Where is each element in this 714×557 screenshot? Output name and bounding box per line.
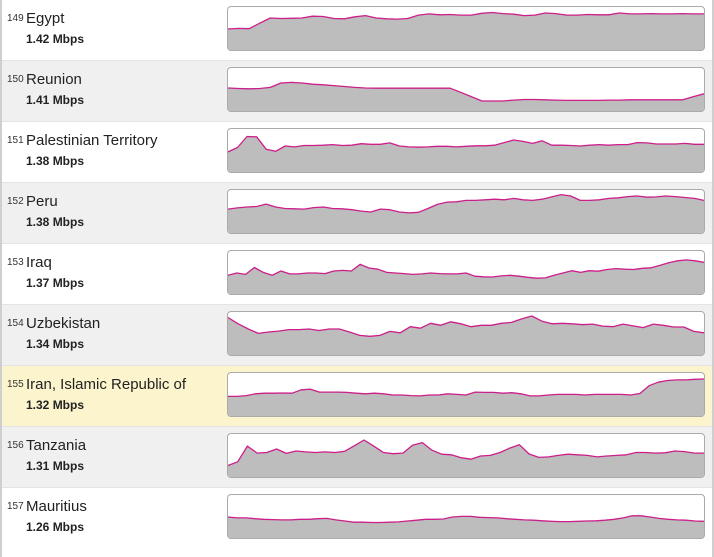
sparkline-line	[228, 11, 704, 30]
speed-value: 1.31 Mbps	[26, 459, 85, 473]
country-name: Uzbekistan	[26, 315, 101, 332]
speed-sparkline	[227, 6, 705, 51]
country-row[interactable]: 154 Uzbekistan 1.34 Mbps	[0, 304, 714, 365]
speed-value: 1.38 Mbps	[26, 154, 85, 168]
speed-sparkline	[227, 250, 705, 295]
country-name: Palestinian Territory	[26, 132, 158, 149]
sparkline-area	[228, 82, 704, 111]
speed-sparkline	[227, 128, 705, 173]
sparkline-area	[228, 379, 704, 416]
country-name: Egypt	[26, 10, 65, 27]
sparkline-line	[228, 315, 704, 337]
rank-number: 151	[7, 135, 24, 146]
rank-number: 156	[7, 440, 24, 451]
sparkline-line	[228, 193, 704, 214]
country-name: Iran, Islamic Republic of	[26, 376, 187, 393]
sparkline-area	[228, 12, 704, 50]
country-name: Reunion	[26, 71, 82, 88]
sparkline-line	[228, 378, 704, 398]
speed-value: 1.42 Mbps	[26, 32, 85, 46]
sparkline-line	[228, 515, 704, 524]
speed-value: 1.38 Mbps	[26, 215, 85, 229]
speed-sparkline	[227, 67, 705, 112]
speed-sparkline	[227, 494, 705, 539]
left-frame-edge	[0, 0, 2, 557]
sparkline-area	[228, 316, 704, 355]
speed-sparkline	[227, 433, 705, 478]
sparkline-line	[228, 81, 704, 102]
country-name: Iraq	[26, 254, 52, 271]
rank-number: 150	[7, 74, 24, 85]
speed-value: 1.34 Mbps	[26, 337, 85, 351]
sparkline-area	[228, 259, 704, 294]
sparkline-line	[228, 259, 704, 279]
country-name: Peru	[26, 193, 58, 210]
sparkline-line	[228, 439, 704, 467]
country-name: Mauritius	[26, 498, 87, 515]
rank-number: 155	[7, 379, 24, 390]
speed-sparkline	[227, 189, 705, 234]
right-frame-edge	[712, 0, 714, 557]
sparkline-area	[228, 194, 704, 233]
country-row[interactable]: 153 Iraq 1.37 Mbps	[0, 243, 714, 304]
rank-number: 149	[7, 13, 24, 24]
speed-sparkline	[227, 311, 705, 356]
country-row[interactable]: 157 Mauritius 1.26 Mbps	[0, 487, 714, 548]
country-row[interactable]: 151 Palestinian Territory 1.38 Mbps	[0, 121, 714, 182]
country-row[interactable]: 155 Iran, Islamic Republic of 1.32 Mbps	[0, 365, 714, 426]
sparkline-area	[228, 136, 704, 172]
speed-sparkline	[227, 372, 705, 417]
country-row[interactable]: 152 Peru 1.38 Mbps	[0, 182, 714, 243]
country-name: Tanzania	[26, 437, 87, 454]
rank-number: 157	[7, 501, 24, 512]
speed-value: 1.26 Mbps	[26, 520, 85, 534]
speed-value: 1.37 Mbps	[26, 276, 85, 290]
country-row[interactable]: 156 Tanzania 1.31 Mbps	[0, 426, 714, 487]
speed-value: 1.41 Mbps	[26, 93, 85, 107]
country-row[interactable]: 150 Reunion 1.41 Mbps	[0, 60, 714, 121]
rank-number: 153	[7, 257, 24, 268]
rank-number: 154	[7, 318, 24, 329]
rank-number: 152	[7, 196, 24, 207]
country-row[interactable]: 149 Egypt 1.42 Mbps	[0, 0, 714, 60]
speed-value: 1.32 Mbps	[26, 398, 85, 412]
sparkline-line	[228, 135, 704, 153]
